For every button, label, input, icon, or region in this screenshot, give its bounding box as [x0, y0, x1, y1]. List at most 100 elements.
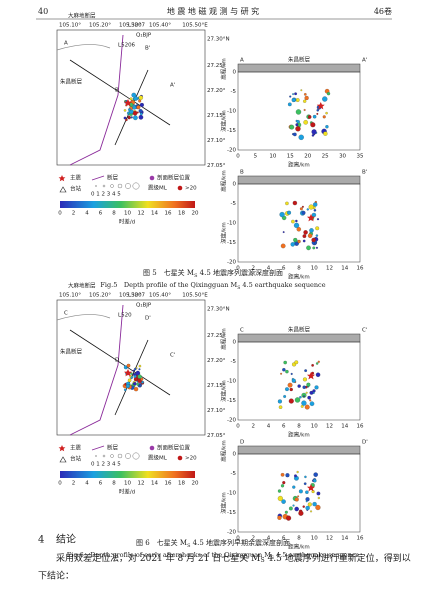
event-dot	[138, 99, 142, 103]
x-tick-label: 6	[282, 266, 286, 272]
legend-text: >20	[185, 456, 197, 462]
legend-text: 断层	[107, 174, 119, 182]
event-dot	[285, 369, 289, 374]
event-dot	[282, 481, 286, 485]
event-dot	[139, 384, 142, 387]
event-dot	[277, 489, 282, 493]
text-part: 4.5 地震序列早期余震深度剖面	[190, 538, 290, 547]
map-label: Q₁BJP	[136, 303, 152, 309]
event-dot	[316, 491, 321, 496]
elevation-band	[237, 175, 361, 185]
map-label: 朱昌断层	[60, 78, 83, 86]
map-label: B	[115, 88, 119, 94]
event-dot	[304, 369, 308, 373]
legend-fault	[91, 175, 105, 181]
event-dot	[304, 404, 310, 410]
event-dot	[317, 360, 320, 363]
event-dot	[311, 364, 314, 367]
y-tick-label: -15	[227, 240, 236, 246]
event-dot	[301, 400, 307, 406]
event-dot	[305, 490, 309, 494]
event-dot	[297, 495, 300, 498]
event-dot	[326, 91, 331, 96]
profile-end: B'	[362, 170, 367, 176]
event-dot	[130, 376, 134, 379]
legend-text: 0 1 2 3 4 5	[91, 192, 121, 198]
y-tick-label: -10	[227, 491, 236, 497]
event-dot	[316, 112, 319, 115]
y-tick-label: 0	[233, 182, 237, 188]
fault-line	[56, 314, 111, 321]
event-dot	[309, 399, 312, 402]
map-label: D'	[145, 316, 151, 322]
event-dot	[312, 502, 317, 507]
fault-line	[56, 44, 111, 51]
colorbar-tick: 2	[72, 211, 76, 217]
elev-label: 高程/km	[220, 328, 228, 349]
colorbar-label: 时差/d	[119, 218, 135, 226]
lat-label: 27.05°	[207, 163, 226, 169]
colorbar	[60, 471, 195, 478]
colorbar-tick: 16	[165, 211, 172, 217]
mainshock-star	[124, 369, 132, 377]
x-tick-label: 6	[282, 536, 286, 542]
x-tick-label: 4	[267, 424, 271, 430]
x-tick-label: 0	[236, 266, 240, 272]
lon-label: 105.30°	[119, 293, 141, 299]
event-dot	[323, 131, 328, 136]
legend-text: 台站	[70, 185, 82, 193]
event-dot	[298, 510, 304, 516]
elevation-band	[237, 63, 361, 73]
event-dot	[285, 201, 289, 206]
colorbar-tick: 18	[178, 211, 185, 217]
event-dot	[296, 227, 301, 232]
y-tick-label: -15	[227, 398, 236, 404]
colorbar-tick: 8	[112, 211, 116, 217]
event-dot	[131, 92, 137, 98]
y-tick-label: 0	[233, 452, 237, 458]
x-tick-label: 0	[236, 536, 240, 542]
text-part: Fig.5 Depth profile of the Qixingguan M	[100, 281, 237, 289]
profile-line	[69, 59, 171, 126]
event-dot	[312, 114, 317, 119]
legend-size	[117, 183, 123, 189]
mainshock-star	[306, 484, 315, 492]
map-label: L520	[118, 313, 132, 319]
event-dot	[292, 200, 298, 206]
event-dot	[325, 111, 328, 115]
event-dot	[301, 205, 304, 208]
event-dot	[279, 211, 285, 218]
y-tick-label: -5	[231, 89, 237, 95]
colorbar-tick: 4	[85, 481, 89, 487]
event-dot	[130, 116, 133, 119]
event-dot	[135, 370, 141, 376]
x-tick-label: 2	[252, 424, 256, 430]
event-dot	[303, 93, 307, 96]
event-dot	[289, 387, 293, 392]
profile-end: D'	[362, 440, 368, 446]
lat-label: 27.10°	[207, 408, 226, 414]
event-dot	[295, 123, 299, 127]
legend-text: 震级ML	[148, 454, 168, 462]
x-tick-label: 0	[236, 154, 240, 160]
event-dot	[291, 378, 296, 383]
x-tick-label: 35	[357, 154, 364, 160]
x-tick-label: 0	[236, 424, 240, 430]
map-frame	[56, 299, 206, 436]
event-dot	[280, 472, 285, 477]
lat-label: 27.10°	[207, 138, 226, 144]
event-dot	[284, 510, 288, 514]
event-dot	[130, 372, 133, 375]
event-dot	[302, 505, 305, 508]
journal: 地 震 地 磁 观 测 与 研 究	[167, 6, 259, 16]
dist-label: 距离/km	[288, 273, 309, 281]
event-dot	[308, 204, 314, 210]
event-dot	[289, 124, 295, 130]
event-dot	[125, 384, 130, 389]
event-dot	[303, 99, 307, 103]
event-dot	[140, 377, 144, 381]
event-dot	[123, 116, 127, 120]
x-tick-label: 10	[269, 154, 276, 160]
event-dot	[297, 384, 301, 388]
legend-size	[132, 452, 140, 460]
